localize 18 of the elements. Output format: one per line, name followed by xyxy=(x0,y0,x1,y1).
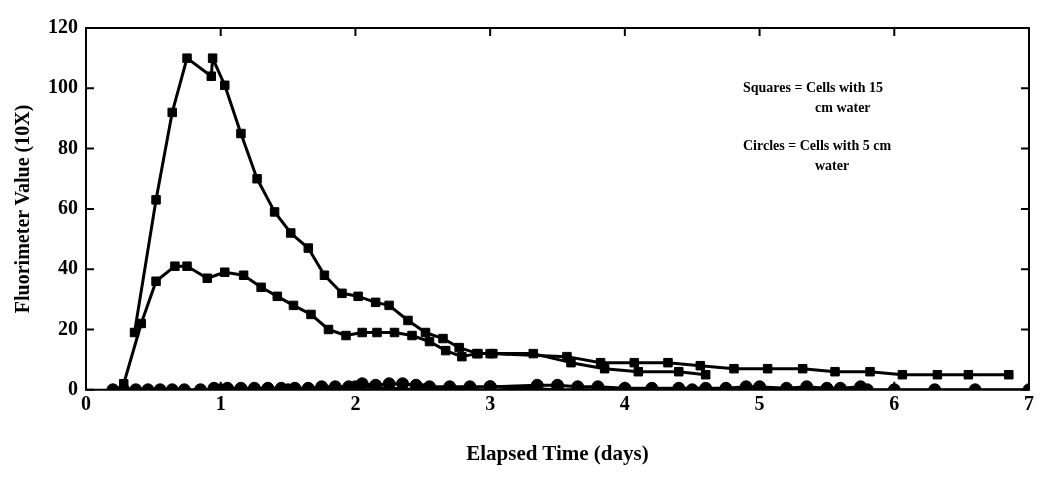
annotation: Squares = Cells with 15 cm water xyxy=(743,79,884,117)
x-tick-label: 1 xyxy=(215,391,226,414)
y-tick-label: 80 xyxy=(58,135,78,158)
x-tick-label: 6 xyxy=(889,391,900,414)
y-axis-title: Fluorimeter Value (10X) xyxy=(11,104,35,314)
x-tick-label: 5 xyxy=(754,391,765,414)
y-tick-label: 100 xyxy=(48,75,78,98)
y-tick-label: 120 xyxy=(48,15,78,38)
y-tick-label: 20 xyxy=(58,316,78,339)
annotation: Circles = Cells with 5 cm water xyxy=(743,137,893,175)
y-tick-label: 60 xyxy=(58,196,78,219)
x-axis-title: Elapsed Time (days) xyxy=(466,440,649,465)
y-tick-label: 40 xyxy=(58,256,78,279)
x-tick-label: 4 xyxy=(619,391,630,414)
y-tick-label: 0 xyxy=(68,376,78,399)
x-tick-label: 2 xyxy=(350,391,361,414)
x-tick-label: 3 xyxy=(485,391,496,414)
x-tick-label: 7 xyxy=(1024,391,1034,414)
